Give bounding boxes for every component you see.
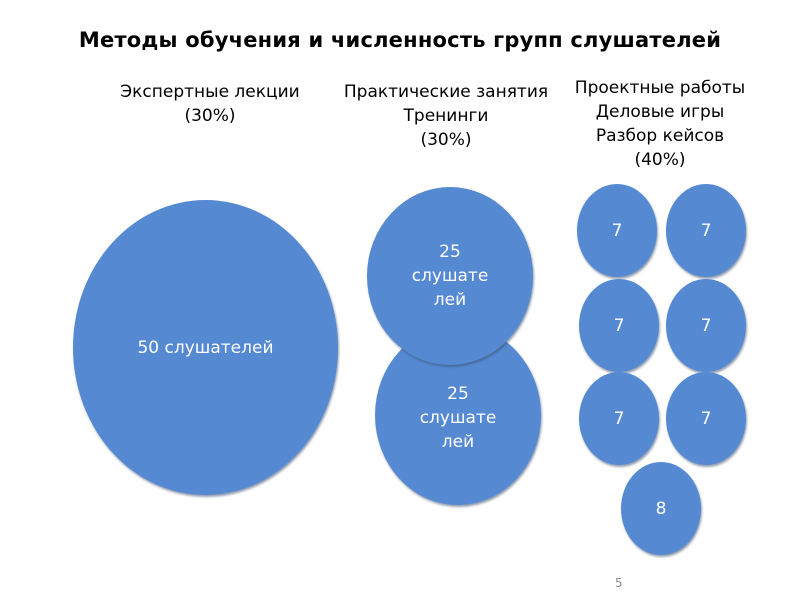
group-circle-practice-top: 25 слушате лей (367, 187, 533, 365)
group-size-label: 7 (611, 220, 623, 241)
group-size-label: 50 слушателей (137, 337, 274, 358)
group-size-label: 25 слушате лей (411, 242, 489, 310)
group-circle-project-3: 7 (579, 279, 659, 372)
group-size-label: 7 (613, 315, 625, 336)
column-label-lectures: Экспертные лекции (30%) (95, 80, 325, 128)
column-label-projects: Проектные работы Деловые игры Разбор кей… (555, 76, 765, 172)
group-circle-project-7: 8 (621, 462, 701, 555)
group-circle-project-6: 7 (666, 372, 746, 465)
group-circle-lecture: 50 слушателей (73, 200, 338, 495)
label-line: Экспертные лекции (120, 82, 300, 102)
group-circle-project-1: 7 (577, 184, 657, 277)
label-line: (30%) (420, 130, 472, 150)
page-number: 5 (615, 576, 623, 590)
group-size-label: 25 слушате лей (419, 384, 497, 452)
slide-title: Методы обучения и численность групп слуш… (78, 28, 722, 52)
group-size-label: 7 (613, 408, 625, 429)
group-circle-project-2: 7 (666, 184, 746, 277)
label-line: (30%) (184, 106, 236, 126)
label-line: Деловые игры (595, 102, 725, 122)
label-line: Разбор кейсов (595, 126, 725, 146)
label-line: Тренинги (403, 106, 489, 126)
group-circle-project-5: 7 (579, 372, 659, 465)
group-size-label: 7 (700, 220, 712, 241)
column-label-practice: Практические занятия Тренинги (30%) (322, 80, 570, 152)
group-circle-project-4: 7 (666, 279, 746, 372)
group-size-label: 7 (700, 315, 712, 336)
label-line: Практические занятия (343, 82, 549, 102)
group-size-label: 8 (655, 498, 667, 519)
label-line: (40%) (634, 150, 686, 170)
label-line: Проектные работы (574, 78, 746, 98)
group-size-label: 7 (700, 408, 712, 429)
